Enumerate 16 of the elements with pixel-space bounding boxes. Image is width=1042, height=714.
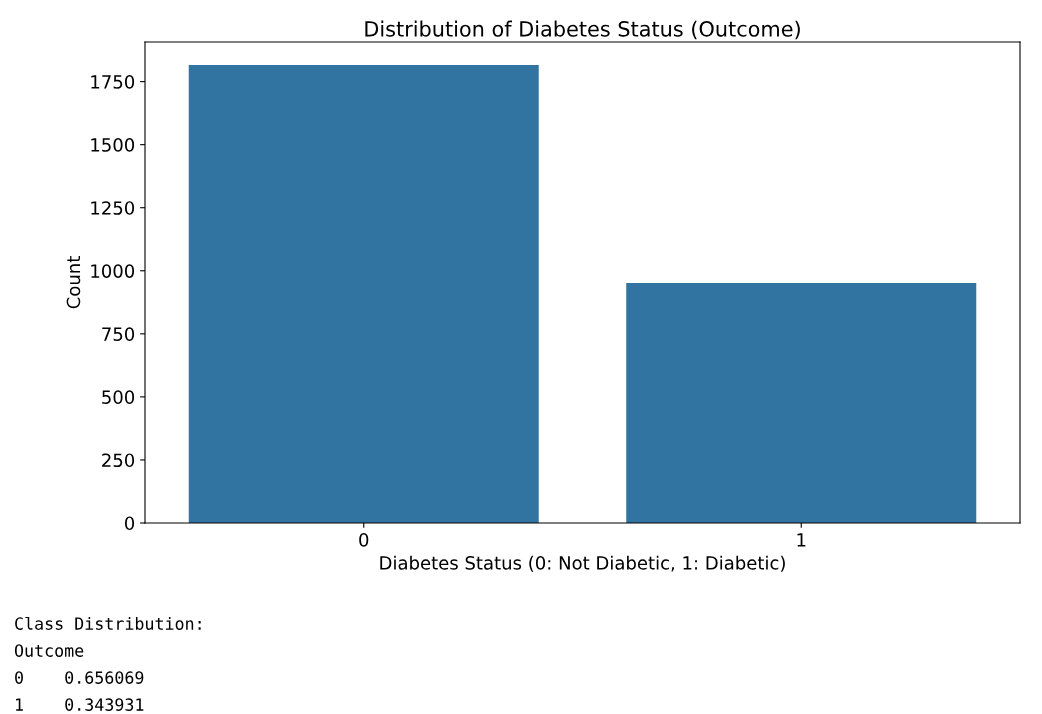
y-tick-label: 500 [102, 390, 135, 404]
y-tick-label: 1500 [91, 138, 135, 152]
x-axis-title: Diabetes Status (0: Not Diabetic, 1: Diabetic) [380, 555, 785, 572]
y-tick-label: 750 [102, 327, 135, 341]
y-tick-label: 0 [124, 516, 135, 531]
y-tick-label: 1750 [91, 75, 135, 89]
chart-title: Distribution of Diabetes Status (Outcome) [365, 20, 800, 40]
y-tick-label: 250 [102, 453, 135, 468]
text: 1 0.343931 [16, 698, 144, 711]
x-tick-label: 1 [797, 533, 806, 547]
y-tick-label: 1000 [91, 264, 135, 278]
y-axis-title: Count [66, 256, 81, 309]
y-tick-label: 1250 [91, 201, 135, 215]
text: Class Distribution: [15, 616, 201, 630]
text: Outcome [14, 644, 84, 657]
text: 0 0.656069 [15, 671, 144, 684]
